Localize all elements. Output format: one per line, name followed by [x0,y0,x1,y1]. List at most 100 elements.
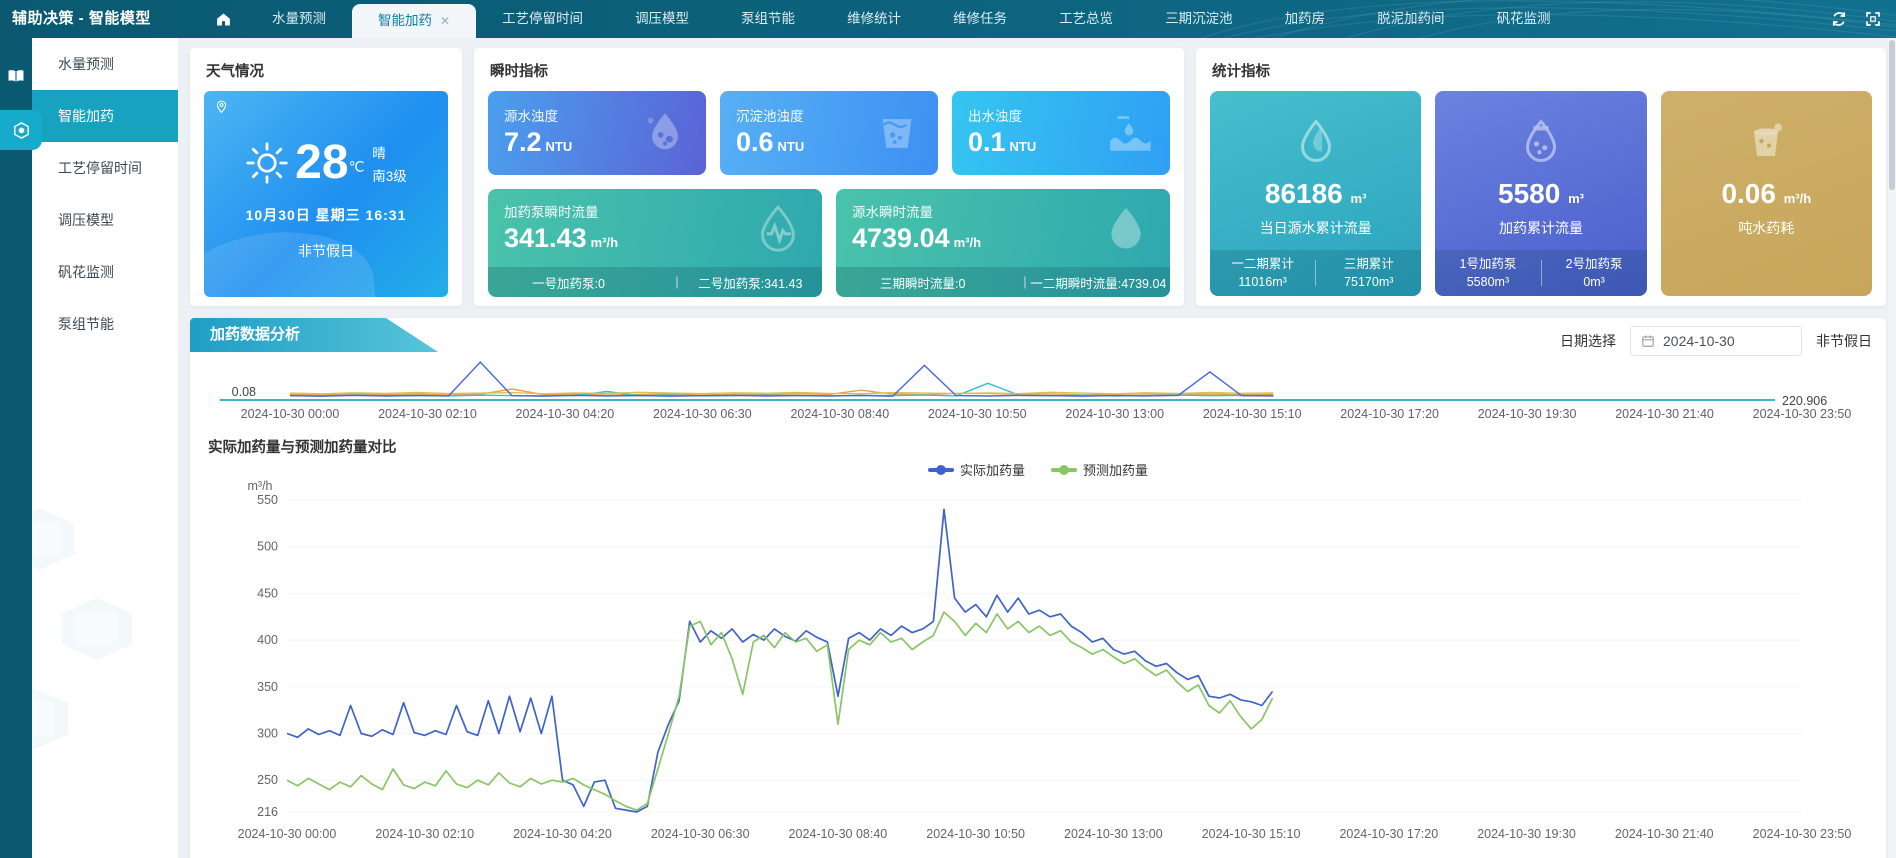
cube-icon [13,121,29,139]
tab-label: 工艺停留时间 [502,11,584,26]
sidebar-item-水量预测[interactable]: 水量预测 [58,56,114,72]
divider [1315,260,1317,286]
model-module-button[interactable] [0,110,42,150]
fullscreen-icon[interactable] [1864,10,1882,28]
flow-tiles: 加药泵瞬时流量 341.43 m³/h 一号加药泵:0 | 二号加药泵:341.43 源水瞬… [488,189,1170,297]
y-axis-unit-label: m³/h [248,480,273,493]
tab-label: 工艺总览 [1059,11,1114,26]
sidebar-item-泵组节能[interactable]: 泵组节能 [58,316,114,332]
hexagon-decoration [32,688,68,750]
tab-工艺总览[interactable]: 工艺总览 [1033,0,1139,38]
y-axis-tick: 400 [257,633,278,647]
kpi-sub-strip: 一号加药泵:0 | 二号加药泵:341.43 [488,267,822,297]
instant-card-title: 瞬时指标 [490,64,548,80]
sidebar-item-调压模型[interactable]: 调压模型 [58,212,114,228]
sidebar-item-矾花监测[interactable]: 矾花监测 [58,264,114,280]
y-axis-tick: 216 [257,805,278,819]
compare-chart-area: m³/h 216 250 300 350 400 450 500 550 2024-10-30 0… [190,479,1886,858]
x-axis-tick: 2024-10-30 08:40 [789,827,888,841]
y-axis-tick: 350 [257,680,278,694]
book-module-button[interactable] [0,60,32,92]
kpi-label: 加药泵瞬时流量 [504,205,599,220]
spark-series-spark-blue [289,361,1274,397]
tab-label: 脱泥加药间 [1377,11,1445,26]
spark-x-tick: 2024-10-30 17:20 [1340,407,1439,421]
kpi-sub-right: 二号加药泵:341.43 [698,276,803,291]
tab-加药房[interactable]: 加药房 [1259,0,1352,38]
temperature: 28℃ [295,136,365,189]
tab-label: 矾花监测 [1496,11,1551,26]
tab-水量预测[interactable]: 水量预测 [246,0,352,38]
kpi-tile-源水瞬时流量: 源水瞬时流量 4739.04 m³/h 三期瞬时流量:0 | 一二期瞬时流量:4739.0… [836,189,1170,297]
home-icon [216,12,230,26]
kpi-value: 4739.04 m³/h [852,223,982,253]
legend-item-实际加药量[interactable]: 实际加药量 [927,460,1025,479]
tab-label: 维修任务 [953,11,1008,26]
stat-tile-当日源水累计流量: 86186 m³ 当日源水累计流量 一二期累计 11016m³ 三期累计 75170m³ [1210,91,1422,296]
module-rail [0,38,42,858]
weather-condition: 晴 南3级 [372,142,407,185]
cup-icon [882,119,912,148]
scrollbar-track [1888,38,1896,858]
stat-label: 当日源水累计流量 [1259,220,1372,236]
stat-value: 0.06 m³/h [1721,178,1812,209]
divider: | [675,275,679,289]
tab-维修统计[interactable]: 维修统计 [821,0,927,38]
divider: | [1023,275,1027,289]
tab-脱泥加药间[interactable]: 脱泥加药间 [1351,0,1471,38]
tab-智能加药[interactable]: 智能加药 ✕ [352,4,477,38]
refresh-icon[interactable] [1830,10,1848,28]
divider [1540,260,1542,286]
x-axis-tick: 2024-10-30 17:20 [1339,827,1438,841]
legend-label: 预测加药量 [1083,463,1149,478]
stat-sub-cell: 1号加药泵 5580m³ [1459,256,1517,289]
stat-tile-吨水药耗: 0.06 m³/h 吨水药耗 [1660,91,1872,296]
x-axis-tick: 2024-10-30 02:10 [375,827,474,841]
date-picker-input[interactable]: 2024-10-30 [1630,326,1802,356]
spark-min-label: 0.08 [232,385,256,399]
spark-series-spark-gold [289,391,1274,395]
weather-current: 28℃ 晴 南3级 [204,139,448,187]
x-axis-tick: 2024-10-30 19:30 [1477,827,1576,841]
tab-label: 三期沉淀池 [1165,11,1233,26]
tab-label: 调压模型 [635,11,690,26]
spark-x-tick: 2024-10-30 10:50 [928,407,1027,421]
kpi-value: 341.43 m³/h [504,223,619,253]
tab-label: 水量预测 [272,11,326,26]
x-axis-tick: 2024-10-30 21:40 [1615,827,1714,841]
instant-indicators-card: 瞬时指标 源水浊度 7.2 NTU 沉淀池浊度 0.6 NTU 出水浊度 0.1 NTU 加药泵… [474,48,1184,306]
kpi-value: 7.2 NTU [504,127,573,157]
tab-泵组节能[interactable]: 泵组节能 [715,0,821,38]
kpi-tile-沉淀池浊度: 沉淀池浊度 0.6 NTU [720,91,938,175]
tab-close-icon[interactable]: ✕ [440,14,451,28]
weather-holiday-badge: 非节假日 [298,243,354,259]
kpi-value: 0.1 NTU [968,127,1037,157]
stat-unit: m³ [1568,191,1584,206]
legend-marker [1051,464,1077,475]
stat-sub-cell: 2号加药泵 0m³ [1565,256,1623,289]
x-axis-tick: 2024-10-30 13:00 [1064,827,1163,841]
x-axis-tick: 2024-10-30 10:50 [926,827,1025,841]
sidebar-item-工艺停留时间[interactable]: 工艺停留时间 [58,160,142,176]
tab-三期沉淀池[interactable]: 三期沉淀池 [1139,0,1259,38]
home-button[interactable] [200,0,246,38]
tab-矾花监测[interactable]: 矾花监测 [1471,0,1577,38]
kpi-label: 沉淀池浊度 [736,109,804,124]
kpi-label: 出水浊度 [968,109,1022,124]
tab-工艺停留时间[interactable]: 工艺停留时间 [476,0,609,38]
kpi-unit: NTU [1009,139,1037,154]
droplet-dots-icon [1525,119,1556,162]
legend-item-预测加药量[interactable]: 预测加药量 [1051,460,1148,479]
spark-x-tick: 2024-10-30 06:30 [653,407,752,421]
stat-label: 加药累计流量 [1498,220,1583,236]
date-picker-label: 日期选择 [1560,333,1616,349]
tab-维修任务[interactable]: 维修任务 [927,0,1033,38]
tab-调压模型[interactable]: 调压模型 [609,0,715,38]
compare-chart-title: 实际加药量与预测加药量对比 [208,440,397,456]
kpi-sub-strip: 三期瞬时流量:0 | 一二期瞬时流量:4739.04 [836,267,1170,297]
sidebar-item-智能加药[interactable]: 智能加药 [32,90,178,142]
temp-unit: ℃ [348,158,365,175]
droplet-bubbles-icon [647,113,678,150]
stat-unit: m³/h [1783,191,1812,206]
scrollbar-thumb[interactable] [1889,40,1895,190]
